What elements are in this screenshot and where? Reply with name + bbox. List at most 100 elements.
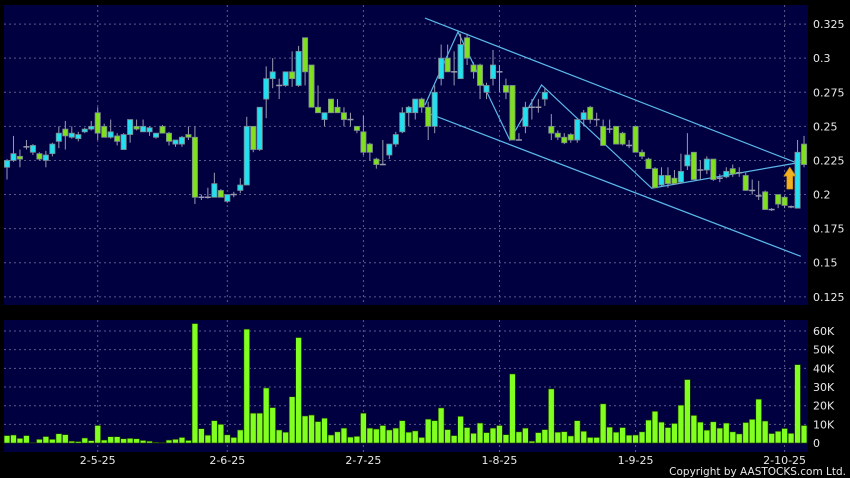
candle: [353, 125, 360, 134]
volume-bar: [301, 415, 309, 444]
volume-bar: [599, 403, 607, 444]
volume-bar: [528, 440, 536, 444]
candle-body: [775, 194, 782, 205]
price-tick-label: 0.25: [813, 120, 838, 133]
volume-tick-label: 50K: [813, 344, 835, 357]
candle: [230, 191, 237, 198]
candle: [62, 120, 69, 150]
volume-bar: [94, 425, 101, 444]
volume-bar: [340, 427, 348, 444]
candle-body: [444, 57, 451, 73]
volume-bar: [224, 434, 231, 444]
volume-bar: [457, 416, 464, 444]
candle: [606, 119, 613, 134]
volume-bar: [463, 427, 471, 444]
volume-tick-label: 20K: [813, 400, 835, 413]
candle-body: [302, 37, 309, 73]
volume-bar: [55, 433, 63, 444]
volume-bar: [204, 434, 212, 444]
candle: [49, 142, 56, 157]
candle: [321, 112, 328, 127]
candle: [340, 107, 347, 127]
candle: [373, 157, 380, 169]
candle: [366, 142, 373, 161]
candle: [554, 130, 561, 140]
candle: [276, 78, 283, 100]
volume-bar: [729, 431, 736, 444]
volume-bar: [483, 432, 490, 444]
candle: [736, 167, 743, 177]
candle-body: [107, 131, 114, 138]
candle: [263, 66, 270, 119]
candle: [619, 131, 626, 146]
candle-body: [49, 143, 56, 155]
volume-bar: [113, 436, 121, 444]
date-tick-label: 2-5-25: [80, 454, 116, 467]
candle: [68, 126, 75, 139]
candle: [425, 101, 432, 140]
candle-body: [185, 134, 192, 138]
candle: [509, 85, 516, 141]
candle-body: [327, 98, 334, 114]
candle: [658, 167, 665, 187]
volume-bar: [107, 436, 114, 444]
candle-body: [42, 154, 49, 161]
candle: [671, 170, 678, 185]
volume-bar: [386, 429, 393, 444]
candle-body: [470, 64, 477, 73]
volume-bar: [697, 421, 704, 444]
volume-bar: [308, 414, 315, 444]
candle-body: [386, 143, 393, 156]
candles: [4, 33, 808, 211]
volume-bar: [243, 328, 250, 444]
volume-bar: [444, 429, 451, 444]
candle: [88, 120, 95, 131]
candle: [535, 99, 542, 113]
candle: [652, 167, 659, 189]
volume-bars: [3, 323, 808, 444]
candle-body: [613, 125, 620, 145]
candle-body: [101, 125, 108, 138]
candle: [451, 51, 458, 86]
candle-body: [263, 78, 270, 100]
candle: [386, 143, 393, 160]
volume-tick-label: 30K: [813, 381, 835, 394]
candle-body: [677, 170, 684, 183]
volume-bar: [230, 437, 237, 444]
volume-bar: [88, 440, 95, 444]
candle: [120, 133, 127, 150]
volume-bar: [146, 440, 153, 444]
trendline: [424, 111, 802, 257]
candle: [613, 125, 620, 145]
candle-body: [399, 112, 406, 133]
candle-body: [580, 112, 587, 120]
candle-body: [269, 71, 276, 80]
candle-body: [671, 177, 678, 185]
candle: [729, 164, 736, 177]
volume-bar: [126, 438, 134, 444]
candle: [788, 205, 795, 209]
volume-bar: [489, 427, 497, 444]
candle: [140, 119, 147, 133]
volume-bar: [781, 428, 788, 444]
candle-body: [373, 158, 380, 165]
volume-bar: [625, 434, 633, 444]
volume-bar: [703, 429, 711, 444]
candle-body: [703, 158, 710, 171]
candle: [315, 85, 322, 114]
candle-body: [62, 128, 69, 137]
candle-body: [710, 158, 717, 180]
candle-body: [114, 135, 121, 142]
candle: [677, 153, 684, 184]
volume-bar: [671, 423, 678, 444]
volume-bar: [353, 436, 361, 444]
candle: [781, 195, 788, 209]
date-tick-label: 1-9-25: [618, 454, 654, 467]
volume-bar: [606, 426, 613, 444]
candle-body: [418, 98, 425, 108]
candle-body: [211, 183, 218, 198]
candle: [418, 97, 425, 113]
volume-bar: [548, 388, 555, 444]
volume-bar: [424, 418, 432, 444]
